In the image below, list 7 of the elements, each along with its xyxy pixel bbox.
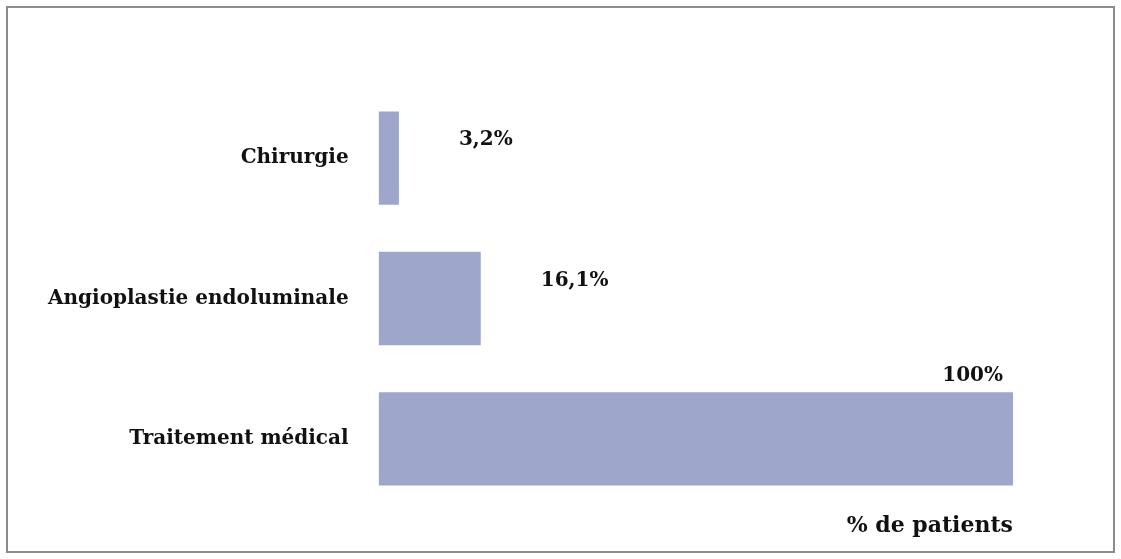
- y-tick-label: Chirurgie: [240, 144, 349, 169]
- y-tick-label: Traitement médical: [129, 425, 350, 450]
- y-tick-label: Angioplastie endoluminale: [46, 284, 349, 309]
- x-axis-title: % de patients: [846, 510, 1013, 537]
- data-label: 3,2%: [458, 126, 513, 151]
- data-label: 16,1%: [540, 266, 609, 291]
- data-label: 100%: [942, 362, 1003, 387]
